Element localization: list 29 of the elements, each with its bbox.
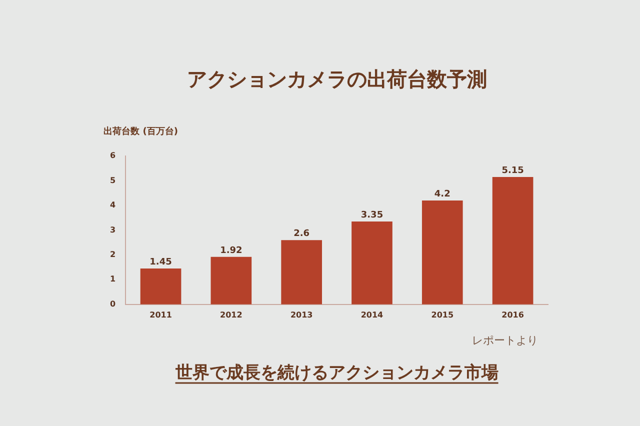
text: レポートより	[472, 334, 538, 347]
chart-title: アクションカメラの出荷台数予測	[186, 67, 487, 91]
x-tick-label: 2015	[431, 310, 454, 320]
data-label: 1.92	[220, 246, 242, 256]
y-tick-label: 4	[110, 200, 116, 210]
x-tick-label: 2016	[502, 310, 524, 320]
data-label: 1.45	[150, 258, 172, 268]
x-tick-label: 2013	[290, 310, 313, 320]
y-tick-label: 3	[110, 225, 116, 234]
y-tick-label: 0	[110, 299, 116, 308]
data-label: 4.2	[434, 190, 450, 200]
data-label: 2.6	[294, 229, 310, 240]
y-tick-label: 5	[110, 176, 116, 185]
bar	[140, 268, 182, 304]
y-tick-label: 2	[110, 250, 116, 260]
bar	[210, 256, 252, 304]
data-label: 3.35	[360, 210, 384, 221]
y-axis-title: 出荷台数 (百万台)	[104, 126, 178, 137]
y-tick-label: 1	[110, 274, 116, 284]
text: 世界で成長を続けるアクションカメラ市場	[174, 363, 498, 383]
data-label: 5.15	[502, 166, 524, 176]
x-tick-label: 2011	[150, 310, 172, 320]
y-tick-label: 6	[110, 151, 116, 160]
bar	[281, 240, 322, 304]
bar	[352, 222, 392, 304]
bar	[422, 200, 463, 304]
bar	[492, 177, 534, 304]
x-tick-label: 2012	[220, 310, 242, 320]
x-tick-label: 2014	[360, 310, 384, 320]
